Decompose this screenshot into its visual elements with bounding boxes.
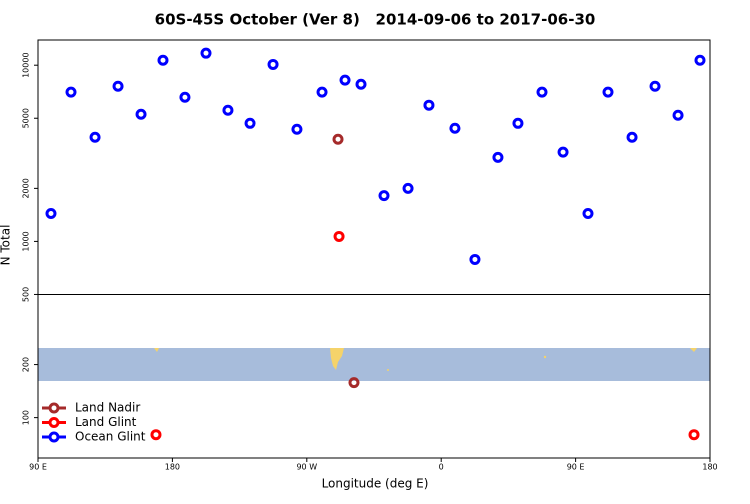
point (557, 146, 569, 158)
point (150, 429, 162, 441)
x-tick-label: 90 E (29, 463, 47, 472)
y-tick-label: 5000 (22, 108, 31, 128)
land (690, 348, 697, 352)
point (267, 58, 279, 70)
point (200, 47, 212, 59)
point (402, 182, 414, 194)
legend-marker (48, 431, 60, 443)
point (348, 377, 360, 389)
point (626, 131, 638, 143)
point (492, 151, 504, 163)
land (543, 355, 547, 359)
x-tick-label: 180 (702, 463, 717, 472)
point (332, 133, 344, 145)
y-tick-label: 200 (22, 357, 31, 372)
x-tick-label: 90 E (567, 463, 585, 472)
chart-title: 60S-45S October (Ver 8) 2014-09-06 to 20… (155, 11, 596, 29)
point (378, 190, 390, 202)
point (694, 54, 706, 66)
point (65, 86, 77, 98)
point (469, 253, 481, 265)
point (672, 109, 684, 121)
legend-marker (48, 417, 60, 428)
y-tick-label: 100 (22, 410, 31, 425)
point (291, 123, 303, 135)
land (387, 369, 389, 371)
point (112, 80, 124, 92)
point (582, 208, 594, 220)
point (89, 131, 101, 143)
point (688, 429, 700, 441)
legend-label: Land Nadir (75, 401, 140, 415)
plot-frame (37, 39, 711, 459)
x-tick-label: 180 (165, 463, 180, 472)
legend-label: Ocean Glint (75, 430, 146, 444)
land (154, 348, 159, 352)
y-tick-label: 1000 (22, 231, 31, 251)
map-strip (38, 348, 710, 381)
x-tick-label: 90 W (296, 463, 317, 472)
point (316, 86, 328, 98)
point (449, 122, 461, 134)
point (179, 91, 191, 103)
point (222, 104, 234, 116)
point (602, 86, 614, 98)
y-tick-label: 10000 (22, 52, 31, 77)
point (512, 117, 524, 129)
y-axis-label: N Total (0, 225, 13, 266)
legend-label: Land Glint (75, 415, 137, 429)
point (157, 54, 169, 66)
x-tick-label: 0 (439, 463, 444, 472)
point (355, 78, 367, 90)
ocean-band (38, 348, 710, 381)
x-axis-label: Longitude (deg E) (322, 477, 429, 491)
land (330, 348, 344, 370)
point (423, 99, 435, 111)
point (649, 80, 661, 92)
point (135, 108, 147, 120)
point (536, 86, 548, 98)
point (333, 230, 345, 242)
legend-marker (48, 402, 60, 414)
point (45, 208, 57, 220)
point (339, 74, 351, 86)
y-tick-label: 2000 (22, 178, 31, 198)
y-tick-label: 500 (22, 287, 31, 302)
point (244, 117, 256, 129)
